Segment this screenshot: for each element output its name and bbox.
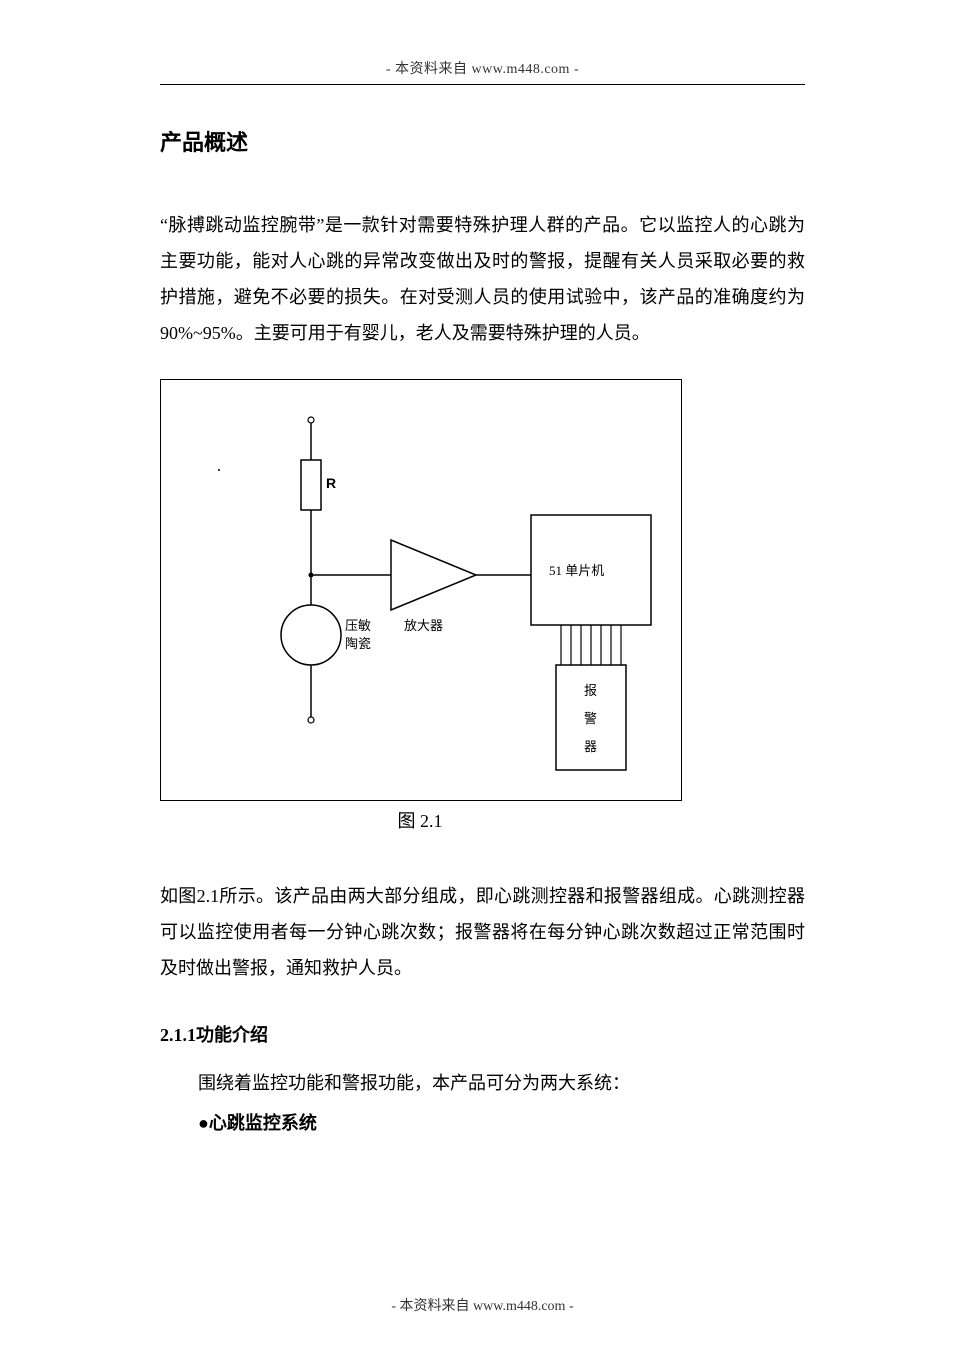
body-paragraph-2: 如图2.1所示。该产品由两大部分组成，即心跳测控器和报警器组成。心跳测控器可以监… [160,878,805,986]
amp-label: 放大器 [404,618,443,633]
section-intro: 围绕着监控功能和警报功能，本产品可分为两大系统： [160,1065,805,1101]
page-title: 产品概述 [160,125,805,157]
sensor-label-2: 陶瓷 [345,636,371,651]
alarm-label-3: 器 [584,739,597,754]
intro-paragraph: “脉搏跳动监控腕带”是一款针对需要特殊护理人群的产品。它以监控人的心跳为主要功能… [160,207,805,351]
page-header: - 本资料来自 www.m448.com - [160,58,805,78]
alarm-label-2: 警 [584,711,597,726]
alarm-label-1: 报 [584,683,597,698]
sensor-label-1: 压敏 [345,618,371,633]
page-footer: - 本资料来自 www.m448.com - [0,1295,965,1315]
section-number: 2.1.1 [160,1025,196,1045]
bullet-item-1: ●心跳监控系统 [160,1109,805,1135]
block-diagram: R 压敏 陶瓷 放大器 51 单片机 [160,379,682,801]
mcu-label: 51 单片机 [549,563,604,578]
section-heading: 2.1.1功能介绍 [160,1021,805,1047]
figure-caption: 图 2.1 [160,807,680,833]
header-rule [160,84,805,85]
diagram-svg: R 压敏 陶瓷 放大器 51 单片机 [161,380,681,800]
page: - 本资料来自 www.m448.com - 产品概述 “脉搏跳动监控腕带”是一… [0,0,965,1365]
section-title: 功能介绍 [196,1025,268,1045]
resistor-label: R [326,475,336,491]
